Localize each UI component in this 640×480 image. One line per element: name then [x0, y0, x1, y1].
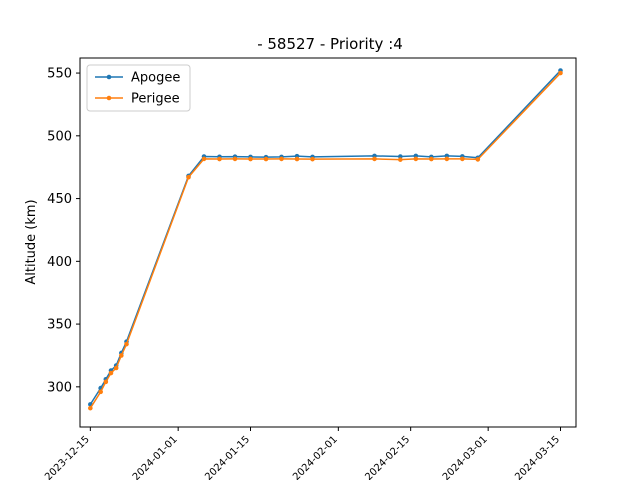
y-tick-label: 350	[47, 318, 72, 333]
data-point-perigee	[186, 174, 191, 180]
y-tick-label: 400	[47, 255, 72, 270]
plot-frame	[79, 57, 577, 428]
chart-title: - 58527 - Priority :4	[257, 35, 403, 53]
y-tick-label: 450	[47, 192, 72, 207]
data-point-perigee	[263, 156, 269, 162]
series-layer	[88, 68, 563, 411]
series-line-apogee	[89, 70, 562, 405]
data-point-perigee	[119, 353, 124, 358]
y-tick-label: 550	[47, 67, 72, 82]
x-tick-label: 2024-03-01	[441, 434, 490, 480]
series-apogee	[88, 68, 563, 407]
data-point-perigee	[248, 156, 253, 162]
data-point-perigee	[108, 370, 114, 376]
x-axis: 2023-12-15 2024-01-01 2024-01-15 2024-02-01…	[43, 427, 562, 480]
data-point-perigee	[113, 365, 119, 371]
x-tick-label: 2024-01-15	[203, 434, 252, 480]
legend: Apogee Perigee	[86, 64, 191, 112]
data-point-perigee	[103, 379, 109, 385]
legend-swatch-marker	[106, 95, 112, 101]
y-axis: 300 350 400 450 500 550	[47, 67, 80, 395]
data-point-perigee	[232, 156, 238, 162]
data-point-perigee	[201, 156, 207, 162]
data-point-perigee	[310, 156, 315, 162]
data-point-perigee	[460, 156, 465, 162]
legend-label: Apogee	[131, 71, 180, 86]
legend-label: Perigee	[131, 92, 180, 107]
data-point-perigee	[217, 156, 222, 162]
x-tick-label: 2024-02-15	[363, 434, 412, 480]
x-tick-label: 2024-02-01	[291, 434, 340, 480]
data-point-perigee	[372, 156, 377, 162]
y-tick-label: 500	[47, 129, 72, 144]
series-line-perigee	[89, 72, 562, 409]
data-point-perigee	[398, 157, 403, 162]
data-point-perigee	[124, 341, 129, 347]
data-point-perigee	[429, 156, 434, 162]
series-perigee	[88, 70, 563, 411]
y-axis-label: Altitude (km)	[24, 199, 39, 284]
data-point-perigee	[558, 70, 563, 76]
data-point-perigee	[88, 405, 93, 411]
legend-swatch-marker	[106, 74, 112, 80]
x-tick-label: 2024-01-01	[131, 434, 180, 480]
data-point-perigee	[475, 157, 481, 162]
data-point-perigee	[413, 156, 419, 162]
y-tick-label: 300	[47, 380, 72, 395]
data-point-perigee	[444, 156, 450, 162]
x-tick-label: 2024-03-15	[513, 434, 562, 480]
data-point-perigee	[279, 156, 284, 162]
x-tick-label: 2023-12-15	[43, 434, 92, 480]
data-point-perigee	[294, 156, 300, 162]
data-point-perigee	[98, 389, 103, 395]
